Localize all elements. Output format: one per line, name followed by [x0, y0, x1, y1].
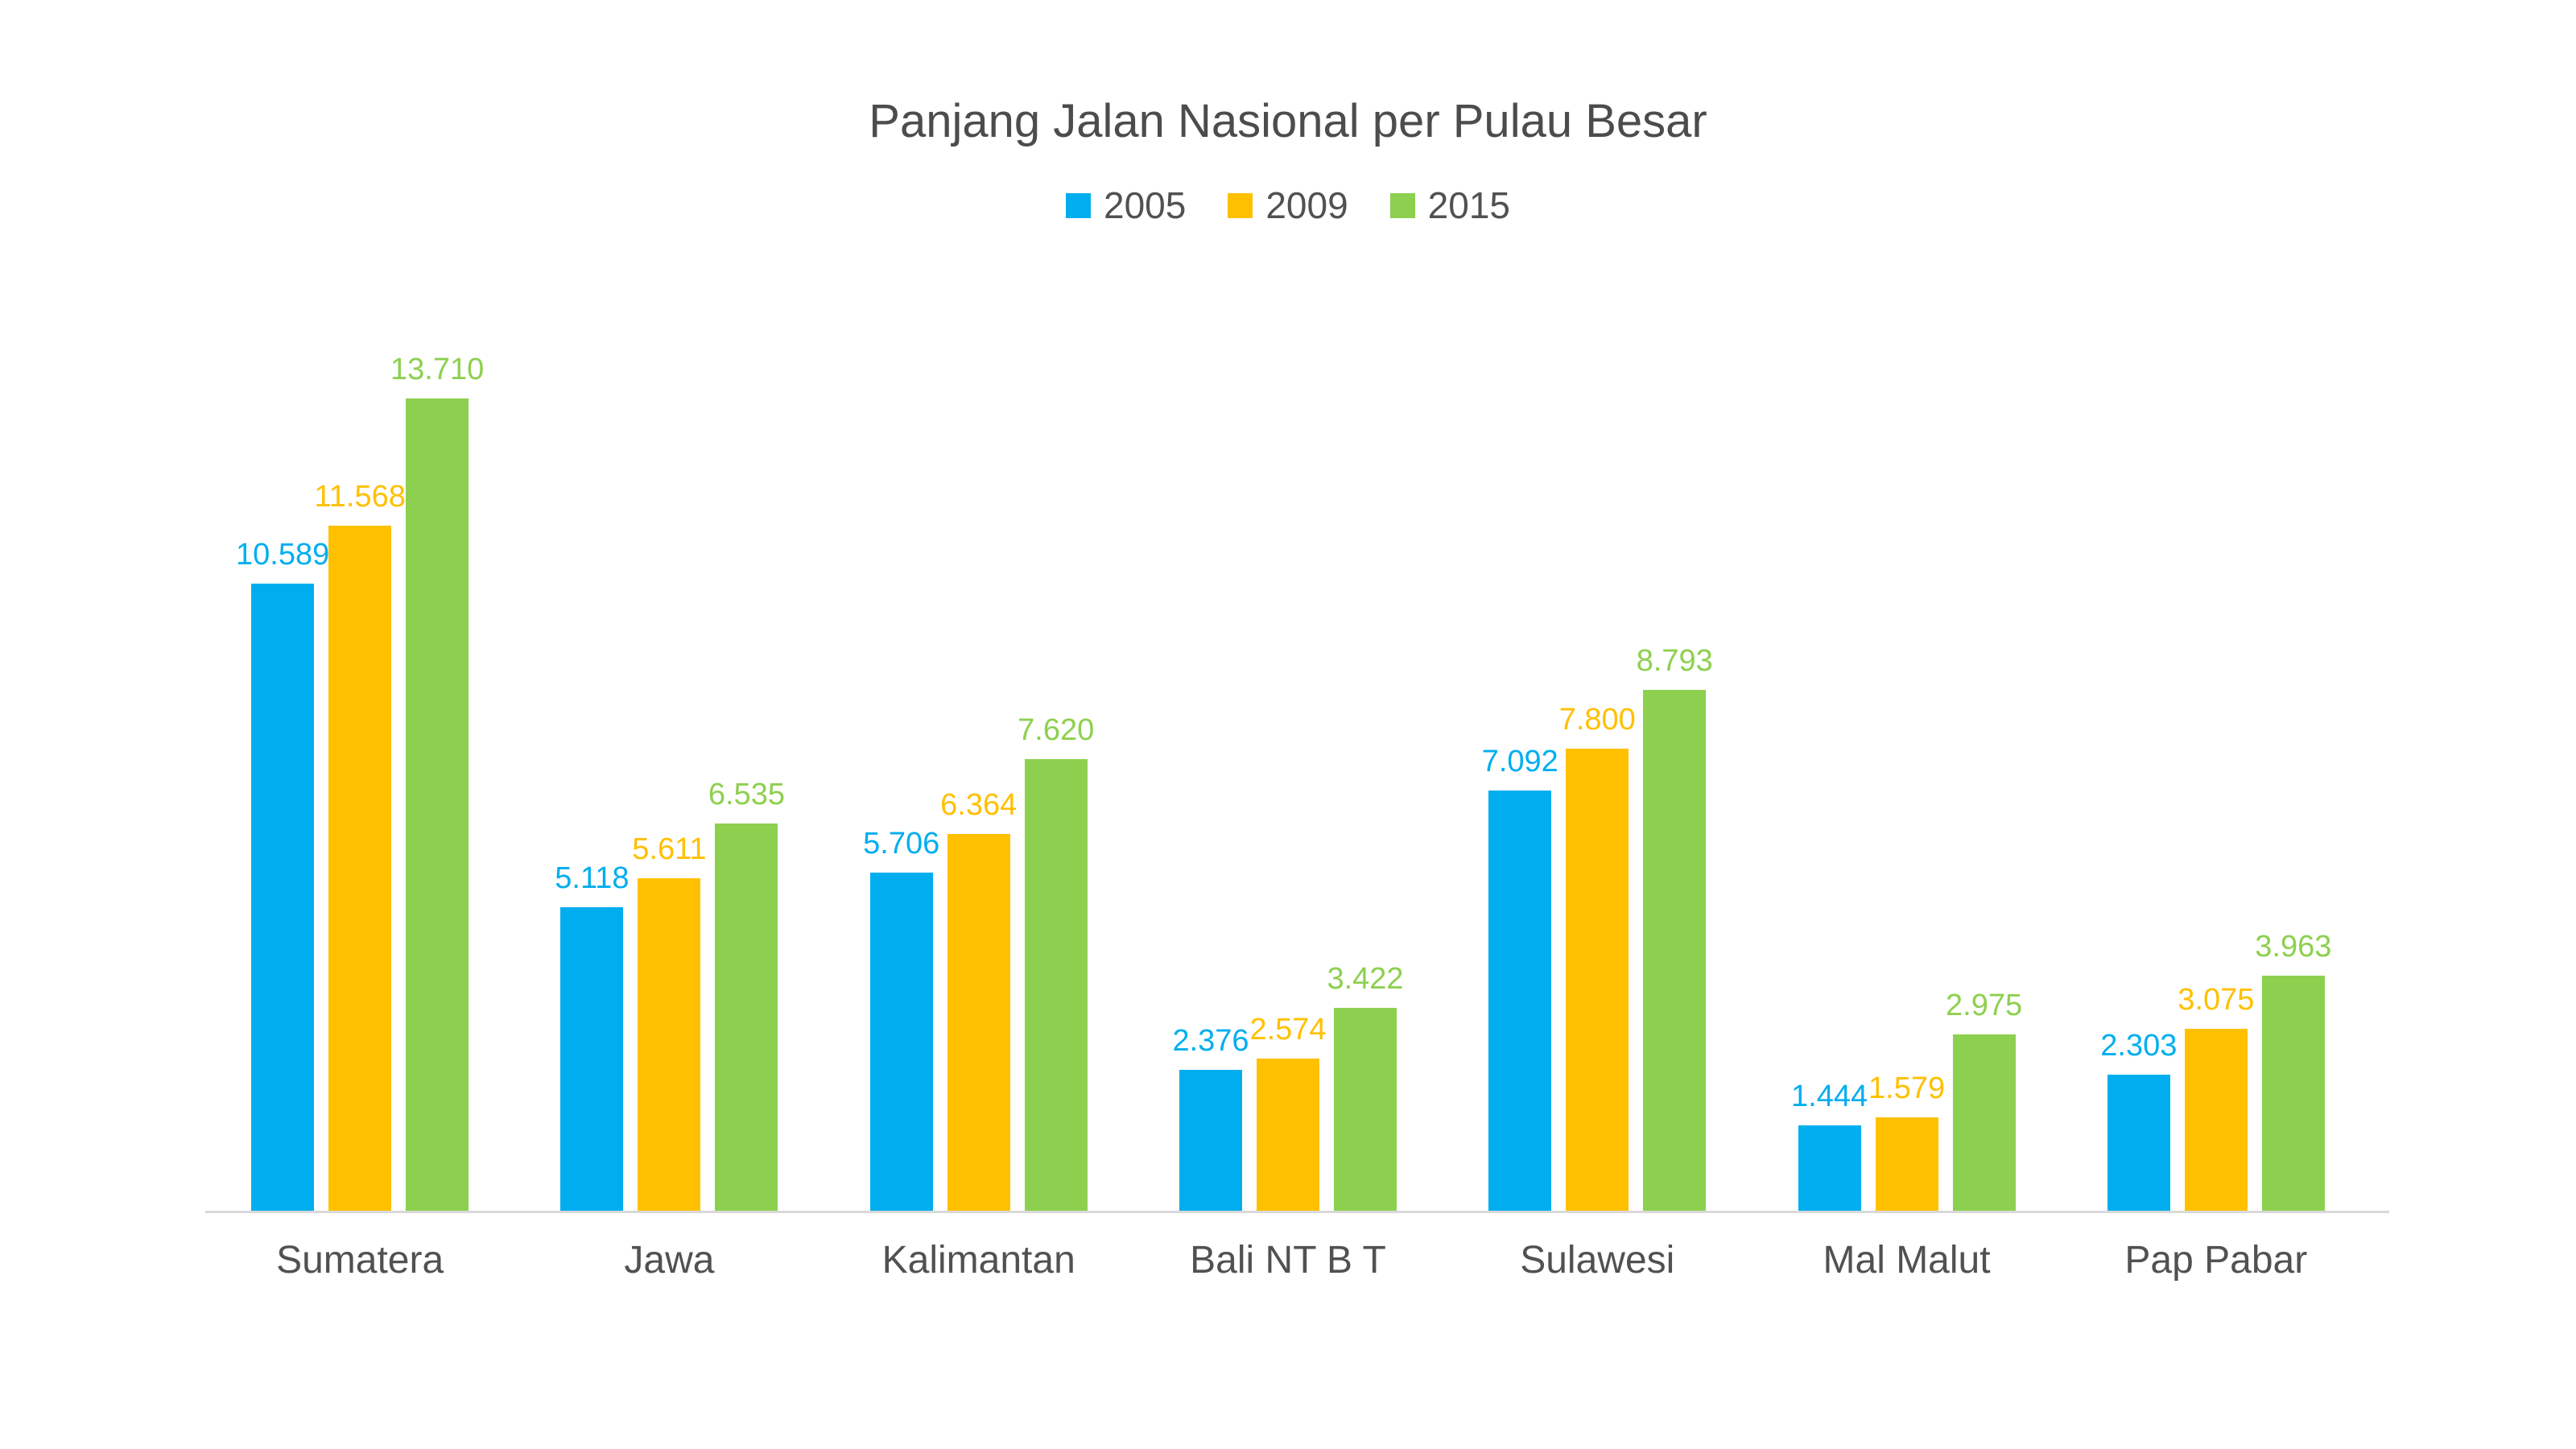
legend-item-2009: 2009	[1228, 184, 1348, 227]
legend-swatch-2009	[1228, 192, 1253, 218]
bar-2005-mal-malut	[1798, 1125, 1861, 1211]
category-group-bali-nt-b-t: 2.376 2.574 3.422 Bali NT B T	[1133, 382, 1443, 1282]
bar-label-2015-kalimantan: 7.620	[1018, 713, 1095, 747]
legend-label-2005: 2005	[1103, 184, 1187, 226]
bar-2015-mal-malut	[1952, 1034, 2016, 1211]
bar-2005-bali-nt-b-t	[1179, 1070, 1242, 1211]
bar-label-2005-bali-nt-b-t: 2.376	[1172, 1024, 1249, 1058]
bar-label-2015-jawa: 6.535	[708, 778, 785, 811]
bar-wrapper-2009-bali-nt-b-t: 2.574	[1249, 1013, 1327, 1211]
bar-label-2015-sumatera: 13.710	[390, 353, 485, 386]
bar-label-2015-sulawesi: 8.793	[1636, 644, 1713, 678]
bar-label-2009-kalimantan: 6.364	[940, 788, 1018, 822]
bar-wrapper-2009-kalimantan: 6.364	[940, 788, 1017, 1211]
bar-wrapper-2009-jawa: 5.611	[632, 832, 707, 1211]
bar-wrapper-2015-kalimantan: 7.620	[1018, 713, 1094, 1211]
bar-wrapper-2005-jawa: 5.118	[555, 861, 630, 1211]
bar-2009-jawa	[638, 878, 701, 1211]
category-group-pap-pabar: 2.303 3.075 3.963 Pap Pabar	[2062, 382, 2371, 1282]
bar-label-2009-jawa: 5.611	[632, 832, 707, 866]
bar-wrapper-2009-sulawesi: 7.800	[1559, 703, 1636, 1211]
bar-wrapper-2009-pap-pabar: 3.075	[2178, 983, 2254, 1211]
category-group-sulawesi: 7.092 7.800 8.793 Sulawesi	[1443, 382, 1752, 1282]
legend: 2005 2009 2015	[0, 184, 2576, 227]
bar-label-2009-sulawesi: 7.800	[1558, 703, 1636, 737]
bar-label-2005-sulawesi: 7.092	[1481, 745, 1558, 778]
category-label-bali-nt-b-t: Bali NT B T	[1190, 1239, 1386, 1282]
bar-wrapper-2009-mal-malut: 1.579	[1868, 1071, 1945, 1211]
category-label-sumatera: Sumatera	[276, 1239, 444, 1282]
category-group-jawa: 5.118 5.611 6.535 Jawa	[514, 382, 824, 1282]
bar-2015-sulawesi	[1643, 690, 1707, 1211]
legend-label-2009: 2009	[1265, 184, 1348, 226]
bar-label-2005-mal-malut: 1.444	[1791, 1080, 1868, 1113]
category-label-mal-malut: Mal Malut	[1823, 1239, 1991, 1282]
plot-area: 10.589 11.568 13.710 Sumatera 5.118 5.611 6.53…	[205, 353, 2389, 1282]
bar-wrapper-2005-sumatera: 10.589	[236, 538, 329, 1211]
bar-2015-kalimantan	[1024, 759, 1088, 1211]
bar-2009-kalimantan	[947, 834, 1010, 1211]
chart-title: Panjang Jalan Nasional per Pulau Besar	[869, 95, 1707, 147]
bar-label-2009-pap-pabar: 3.075	[2178, 983, 2255, 1017]
legend-swatch-2015	[1389, 192, 1415, 218]
category-label-jawa: Jawa	[624, 1239, 715, 1282]
bar-wrapper-2015-pap-pabar: 3.963	[2255, 930, 2331, 1211]
bar-2015-bali-nt-b-t	[1333, 1008, 1397, 1211]
bar-2005-pap-pabar	[2107, 1075, 2170, 1211]
bar-2009-sulawesi	[1566, 749, 1629, 1211]
bar-2005-jawa	[560, 907, 624, 1211]
legend-item-2005: 2005	[1065, 184, 1187, 227]
bar-wrapper-2005-bali-nt-b-t: 2.376	[1172, 1024, 1249, 1211]
legend-item-2015: 2015	[1389, 184, 1511, 227]
bar-2009-mal-malut	[1875, 1117, 1938, 1211]
bar-2005-sumatera	[251, 584, 315, 1211]
bar-wrapper-2005-pap-pabar: 2.303	[2100, 1029, 2177, 1211]
bar-label-2005-kalimantan: 5.706	[863, 827, 940, 861]
legend-label-2015: 2015	[1427, 184, 1511, 226]
bar-wrapper-2015-bali-nt-b-t: 3.422	[1327, 962, 1404, 1211]
bar-label-2009-bali-nt-b-t: 2.574	[1249, 1013, 1327, 1046]
category-group-kalimantan: 5.706 6.364 7.620 Kalimantan	[824, 382, 1133, 1282]
bar-2015-pap-pabar	[2261, 976, 2325, 1211]
bar-label-2009-mal-malut: 1.579	[1868, 1071, 1946, 1105]
category-label-kalimantan: Kalimantan	[881, 1239, 1075, 1282]
bar-2005-kalimantan	[869, 873, 933, 1211]
bar-wrapper-2005-kalimantan: 5.706	[863, 827, 939, 1211]
bar-label-2009-sumatera: 11.568	[314, 480, 406, 514]
category-group-mal-malut: 1.444 1.579 2.975 Mal Malut	[1752, 382, 2061, 1282]
bar-wrapper-2015-mal-malut: 2.975	[1946, 989, 2022, 1211]
category-group-sumatera: 10.589 11.568 13.710 Sumatera	[205, 353, 514, 1282]
category-label-pap-pabar: Pap Pabar	[2124, 1239, 2308, 1282]
bar-label-2015-mal-malut: 2.975	[1946, 989, 2023, 1022]
bar-2009-sumatera	[328, 526, 392, 1211]
legend-swatch-2005	[1065, 192, 1091, 218]
bar-wrapper-2005-sulawesi: 7.092	[1482, 745, 1558, 1211]
category-label-sulawesi: Sulawesi	[1520, 1239, 1675, 1282]
bar-2009-bali-nt-b-t	[1256, 1059, 1319, 1211]
bar-2005-sulawesi	[1488, 791, 1552, 1211]
x-axis-line	[205, 1211, 2389, 1213]
bar-2009-pap-pabar	[2184, 1029, 2248, 1211]
bar-wrapper-2009-sumatera: 11.568	[314, 480, 406, 1211]
bar-2015-jawa	[715, 824, 778, 1211]
bar-label-2015-pap-pabar: 3.963	[2255, 930, 2332, 964]
bar-wrapper-2005-mal-malut: 1.444	[1791, 1080, 1868, 1211]
bar-label-2005-sumatera: 10.589	[236, 538, 330, 572]
bar-wrapper-2015-sumatera: 13.710	[390, 353, 484, 1211]
bar-label-2005-pap-pabar: 2.303	[2100, 1029, 2178, 1063]
bar-label-2015-bali-nt-b-t: 3.422	[1327, 962, 1404, 996]
bar-2015-sumatera	[406, 398, 469, 1211]
bar-wrapper-2015-sulawesi: 8.793	[1637, 644, 1713, 1211]
bar-groups: 10.589 11.568 13.710 Sumatera 5.118 5.611 6.53…	[205, 353, 2371, 1282]
bar-wrapper-2015-jawa: 6.535	[708, 778, 785, 1211]
bar-label-2005-jawa: 5.118	[555, 861, 630, 895]
